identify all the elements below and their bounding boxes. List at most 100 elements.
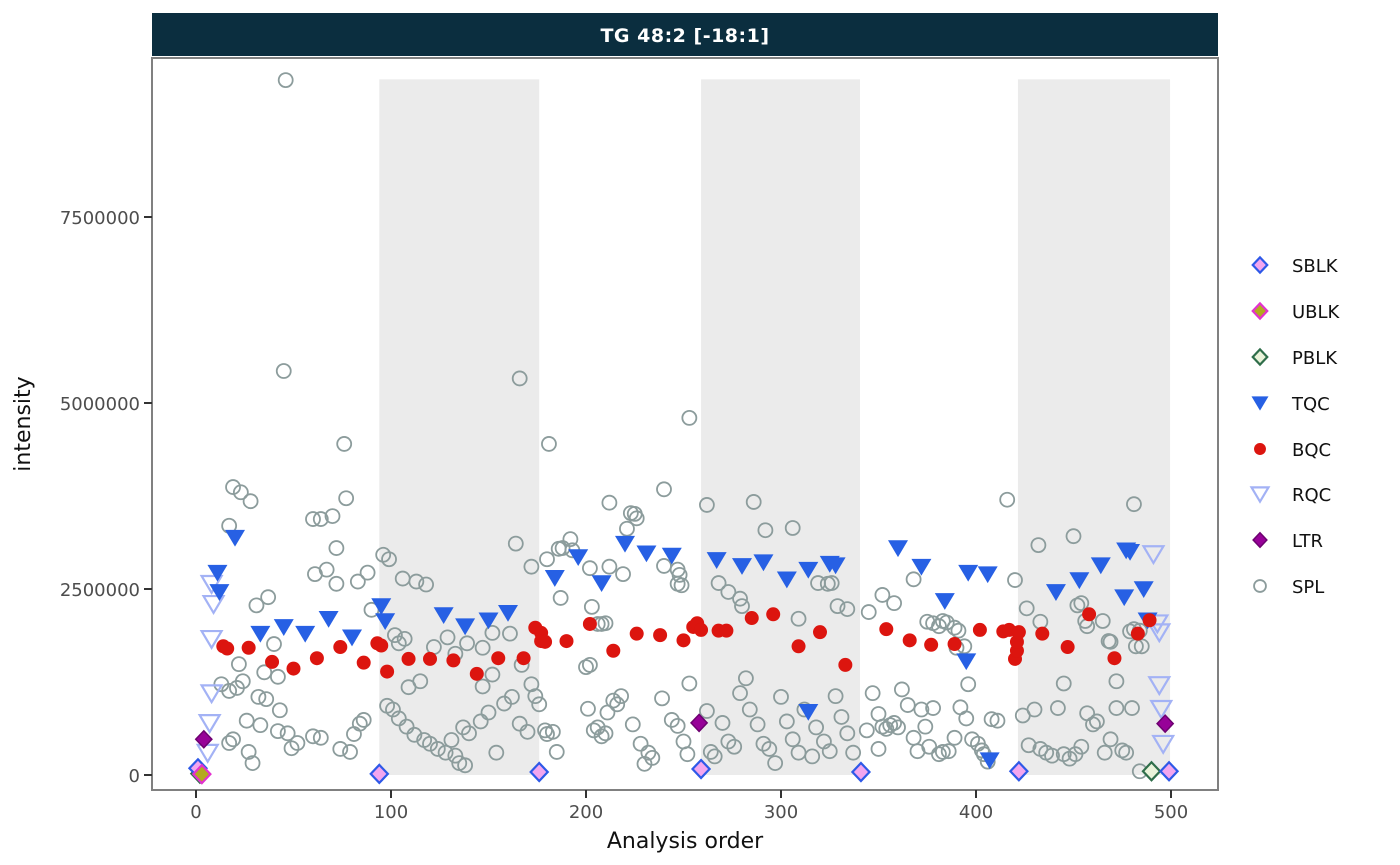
point-spl [250, 688, 267, 705]
point-bqc [582, 616, 597, 631]
point-spl [681, 409, 698, 426]
point-sblk [369, 763, 390, 785]
point-spl [734, 598, 750, 615]
point-spl [328, 575, 345, 592]
point-spl [480, 704, 497, 721]
point-bqc [423, 651, 437, 666]
point-spl [1126, 496, 1142, 513]
point-pblk [1251, 347, 1269, 367]
point-rqc [199, 629, 224, 650]
point-spl [312, 729, 329, 746]
point-spl [447, 747, 464, 764]
point-tqc [498, 605, 518, 622]
point-spl [234, 673, 251, 690]
legend-marker-spl [1253, 579, 1267, 593]
point-spl [359, 564, 376, 581]
point-tqc [478, 612, 499, 630]
point-spl [839, 725, 856, 742]
point-spl [305, 511, 321, 527]
point-tqc [591, 575, 612, 593]
point-spl [702, 744, 719, 760]
point-tqc [371, 598, 392, 616]
point-spl [784, 520, 801, 536]
point-bqc [924, 637, 939, 652]
point-bqc [380, 664, 395, 679]
x-tick-400: 400 [959, 802, 993, 823]
point-bqc [374, 638, 389, 653]
point-ublk [1251, 301, 1269, 321]
point-spl [1055, 675, 1072, 692]
point-spl [244, 755, 261, 771]
x-tick-200: 200 [569, 802, 603, 823]
point-spl [761, 741, 778, 757]
point-spl [260, 589, 277, 606]
point-spl [346, 726, 362, 742]
point-spl [258, 691, 275, 708]
point-spl [531, 696, 548, 713]
panel-border [151, 57, 1219, 791]
point-spl [484, 624, 501, 641]
point-spl [874, 587, 891, 603]
point-spl [673, 577, 690, 594]
point-spl [726, 738, 743, 755]
point-spl [613, 688, 629, 705]
legend-label-pblk: PBLK [1292, 348, 1338, 369]
point-spl [946, 729, 963, 746]
point-tqc [1251, 396, 1269, 411]
legend-label-sblk: SBLK [1292, 256, 1339, 277]
legend-label-rqc: RQC [1292, 485, 1331, 506]
point-spl [1018, 600, 1035, 617]
point-spl [654, 690, 670, 707]
legend-marker-tqc [1251, 396, 1269, 411]
point-bqc [902, 633, 917, 648]
point-bqc [972, 622, 987, 637]
point-spl [931, 618, 947, 635]
point-spl [925, 700, 941, 716]
point-spl [1020, 737, 1037, 754]
point-spl [1108, 673, 1125, 690]
legend-marker-ublk [1251, 301, 1269, 321]
point-spl [396, 630, 413, 647]
batch-band [1017, 79, 1171, 776]
point-tqc [956, 653, 977, 671]
y-tick-2500000: 2500000 [60, 580, 140, 601]
point-spl [960, 676, 977, 693]
legend: SBLK UBLK PBLK TQC BQC RQC LTR SPL [1249, 255, 1341, 598]
point-spl [266, 636, 282, 652]
point-bqc [356, 655, 371, 670]
point-tqc [342, 629, 362, 647]
point-bqc [676, 633, 691, 648]
point-spl [484, 666, 501, 683]
point-spl [1073, 595, 1090, 612]
point-spl [757, 522, 774, 539]
point-spl [455, 719, 472, 736]
point-rqc [1149, 699, 1174, 720]
point-tqc [225, 529, 245, 547]
point-spl [886, 715, 902, 731]
point-spl [336, 436, 353, 452]
point-spl [605, 692, 622, 709]
point-bqc [1060, 640, 1075, 655]
point-spl [905, 729, 922, 746]
point-spl [488, 744, 505, 761]
point-spl [422, 735, 438, 752]
point-spl [1026, 701, 1043, 718]
legend-marker-pblk [1251, 347, 1269, 367]
point-bqc [491, 651, 506, 666]
y-tick-5000000: 5000000 [60, 394, 140, 415]
point-tqc [1133, 581, 1154, 598]
point-spl [289, 735, 306, 751]
point-spl [523, 558, 540, 575]
point-tqc [455, 618, 476, 636]
point-spl [983, 711, 1000, 728]
point-spl [240, 744, 257, 760]
point-spl [472, 713, 489, 730]
point-spl [474, 678, 491, 695]
point-spl [864, 685, 881, 702]
point-spl [271, 702, 288, 719]
point-tqc [568, 549, 589, 567]
point-rqc [199, 684, 224, 705]
point-spl [890, 719, 906, 736]
point-rqc [201, 594, 226, 616]
